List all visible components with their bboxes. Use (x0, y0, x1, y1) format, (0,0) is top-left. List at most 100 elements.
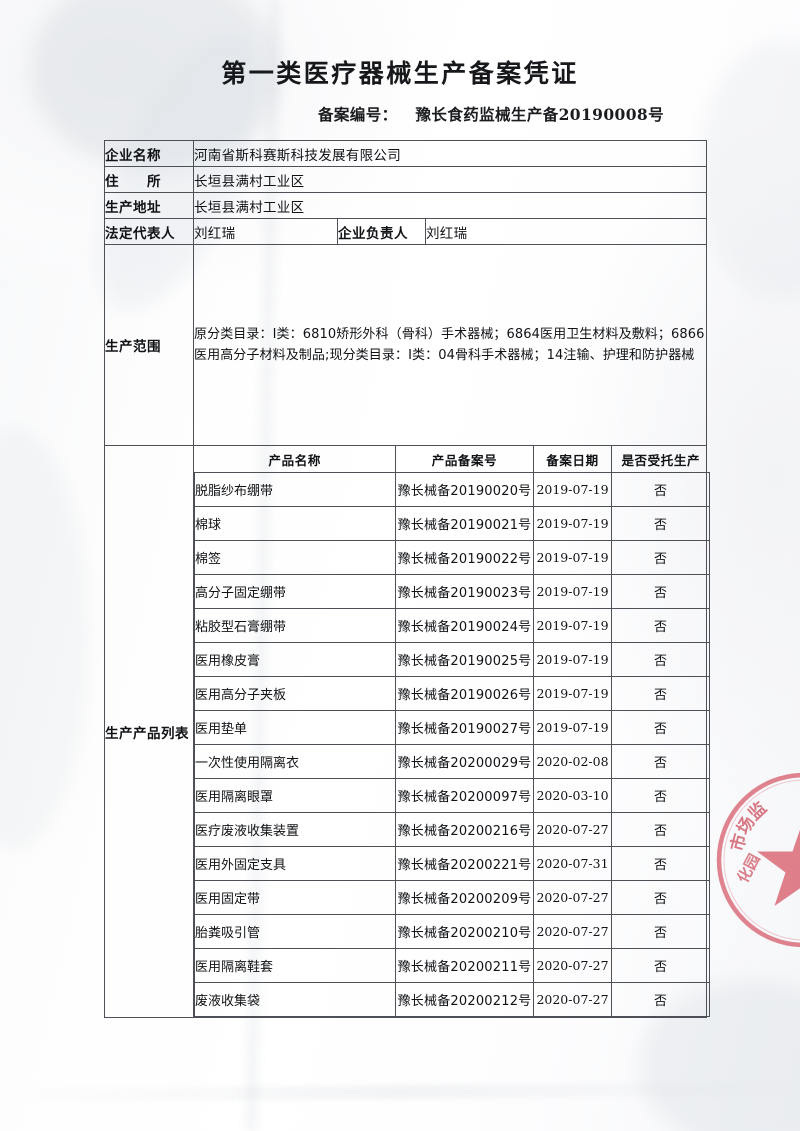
product-record-number-cell: 豫长械备20190026号 (395, 676, 534, 711)
product-table: 产品名称 产品备案号 备案日期 是否受托生产 脱脂纱布绷带 豫长械备2019002… (194, 446, 710, 1017)
product-record-number-cell: 豫长械备20190023号 (395, 574, 534, 609)
product-record-number-cell: 豫长械备20200210号 (395, 914, 534, 949)
product-record-date-cell: 2020-07-31 (533, 846, 612, 881)
product-record-number-cell: 豫长械备20200216号 (395, 812, 534, 847)
product-name-cell: 医用隔离鞋套 (194, 948, 396, 983)
production-scope-value: 原分类目录：Ⅰ类：6810矫形外科（骨科）手术器械；6864医用卫生材料及敷料；… (192, 244, 708, 446)
company-name-value: 河南省斯科赛斯科技发展有限公司 (192, 140, 708, 167)
product-record-number-cell: 豫长械备20190022号 (395, 540, 534, 575)
product-record-date-cell: 2020-07-27 (533, 914, 612, 949)
product-record-number-cell: 豫长械备20190027号 (395, 710, 534, 745)
product-table-row: 医用橡皮膏 豫长械备20190025号 2019-07-19 否 (194, 642, 710, 677)
record-number-line: 备案编号： 豫长食药监械生产备20190008号 (318, 103, 664, 125)
product-record-date-cell: 2019-07-19 (533, 642, 612, 677)
product-name-cell: 脱脂纱布绷带 (194, 472, 396, 507)
address-label: 住 所 (104, 166, 194, 193)
product-table-row: 棉签 豫长械备20190022号 2019-07-19 否 (194, 540, 710, 575)
table-row-legal-representative: 法定代表人 刘红瑞 企业负责人 刘红瑞 (104, 218, 708, 245)
product-table-row: 医用隔离鞋套 豫长械备20200211号 2020-07-27 否 (194, 948, 710, 983)
product-table-row: 棉球 豫长械备20190021号 2019-07-19 否 (194, 506, 710, 541)
column-header-record-date: 备案日期 (533, 446, 612, 473)
product-record-date-cell: 2019-07-19 (533, 710, 612, 745)
product-record-number-cell: 豫长械备20190021号 (395, 506, 534, 541)
production-address-label: 生产地址 (104, 192, 194, 219)
paper-crease (0, 1081, 800, 1103)
product-record-number-cell: 豫长械备20190024号 (395, 608, 534, 643)
product-table-row: 废液收集袋 豫长械备20200212号 2020-07-27 否 (194, 982, 710, 1017)
product-record-date-cell: 2020-07-27 (533, 880, 612, 915)
product-entrusted-cell: 否 (611, 914, 710, 949)
product-name-cell: 医疗废液收集装置 (194, 812, 396, 847)
product-table-row: 医疗废液收集装置 豫长械备20200216号 2020-07-27 否 (194, 812, 710, 847)
product-record-date-cell: 2019-07-19 (533, 574, 612, 609)
product-entrusted-cell: 否 (611, 506, 710, 541)
product-entrusted-cell: 否 (611, 778, 710, 813)
address-value: 长垣县满村工业区 (192, 166, 708, 193)
product-table-body: 脱脂纱布绷带 豫长械备20190020号 2019-07-19 否棉球 豫长械备2019… (194, 472, 710, 1017)
document-title: 第一类医疗器械生产备案凭证 (221, 59, 579, 88)
product-entrusted-cell: 否 (611, 540, 710, 575)
product-record-date-cell: 2019-07-19 (533, 540, 612, 575)
product-entrusted-cell: 否 (611, 574, 710, 609)
table-row-address: 住 所 长垣县满村工业区 (104, 166, 708, 193)
company-name-label: 企业名称 (104, 140, 194, 167)
product-record-number-cell: 豫长械备20200212号 (395, 982, 534, 1017)
column-header-product-name: 产品名称 (194, 446, 396, 473)
product-list-cell: 产品名称 产品备案号 备案日期 是否受托生产 脱脂纱布绷带 豫长械备2019002… (192, 445, 710, 1018)
product-table-row: 高分子固定绷带 豫长械备20190023号 2019-07-19 否 (194, 574, 710, 609)
legal-rep-label: 法定代表人 (104, 218, 194, 245)
product-name-cell: 废液收集袋 (194, 982, 396, 1017)
product-entrusted-cell: 否 (611, 710, 710, 745)
svg-text:化园: 化园 (734, 851, 764, 886)
product-record-number-cell: 豫长械备20190020号 (395, 472, 534, 507)
product-entrusted-cell: 否 (611, 676, 710, 711)
legal-rep-value: 刘红瑞 (193, 218, 338, 245)
enterprise-head-value: 刘红瑞 (424, 218, 708, 245)
certificate-table: 企业名称 河南省斯科赛斯科技发展有限公司 住 所 长垣县满村工业区 生产地址 长… (104, 140, 710, 1018)
product-record-number-cell: 豫长械备20200029号 (395, 744, 534, 779)
product-name-cell: 医用垫单 (194, 710, 396, 745)
product-name-cell: 医用隔离眼罩 (194, 778, 396, 813)
product-table-row: 医用外固定支具 豫长械备20200221号 2020-07-31 否 (194, 846, 710, 881)
product-record-number-cell: 豫长械备20200211号 (395, 948, 534, 983)
product-name-cell: 棉签 (194, 540, 396, 575)
product-entrusted-cell: 否 (611, 472, 710, 507)
product-name-cell: 一次性使用隔离衣 (194, 744, 396, 779)
enterprise-head-label: 企业负责人 (337, 218, 426, 245)
production-address-value: 长垣县满村工业区 (192, 192, 708, 219)
product-record-date-cell: 2019-07-19 (533, 506, 612, 541)
product-record-date-cell: 2020-07-27 (533, 982, 612, 1017)
product-name-cell: 棉球 (194, 506, 396, 541)
product-record-date-cell: 2020-07-27 (533, 948, 612, 983)
product-entrusted-cell: 否 (611, 608, 710, 643)
product-table-row: 一次性使用隔离衣 豫长械备20200029号 2020-02-08 否 (194, 744, 710, 779)
product-record-date-cell: 2020-02-08 (533, 744, 612, 779)
product-record-number-cell: 豫长械备20200097号 (395, 778, 534, 813)
product-entrusted-cell: 否 (611, 982, 710, 1017)
product-record-date-cell: 2020-03-10 (533, 778, 612, 813)
product-name-cell: 胎粪吸引管 (194, 914, 396, 949)
product-record-number-cell: 豫长械备20200221号 (395, 846, 534, 881)
product-record-number-cell: 豫长械备20190025号 (395, 642, 534, 677)
product-table-row: 医用垫单 豫长械备20190027号 2019-07-19 否 (194, 710, 710, 745)
table-row-production-address: 生产地址 长垣县满村工业区 (104, 192, 708, 219)
product-table-row: 粘胶型石膏绷带 豫长械备20190024号 2019-07-19 否 (194, 608, 710, 643)
product-entrusted-cell: 否 (611, 744, 710, 779)
record-number-value: 豫长食药监械生产备20190008号 (415, 105, 664, 124)
product-table-row: 胎粪吸引管 豫长械备20200210号 2020-07-27 否 (194, 914, 710, 949)
product-entrusted-cell: 否 (611, 642, 710, 677)
product-table-row: 医用固定带 豫长械备20200209号 2020-07-27 否 (194, 880, 710, 915)
column-header-entrusted: 是否受托生产 (611, 446, 710, 473)
product-entrusted-cell: 否 (611, 880, 710, 915)
product-table-row: 脱脂纱布绷带 豫长械备20190020号 2019-07-19 否 (194, 472, 710, 507)
product-name-cell: 医用外固定支具 (194, 846, 396, 881)
product-name-cell: 医用橡皮膏 (194, 642, 396, 677)
record-number-label: 备案编号： (318, 105, 398, 124)
product-list-label: 生产产品列表 (104, 445, 194, 1018)
product-entrusted-cell: 否 (611, 948, 710, 983)
paper-shadow-smudge (0, 430, 90, 850)
product-record-date-cell: 2020-07-27 (533, 812, 612, 847)
product-entrusted-cell: 否 (611, 846, 710, 881)
product-record-date-cell: 2019-07-19 (533, 608, 612, 643)
